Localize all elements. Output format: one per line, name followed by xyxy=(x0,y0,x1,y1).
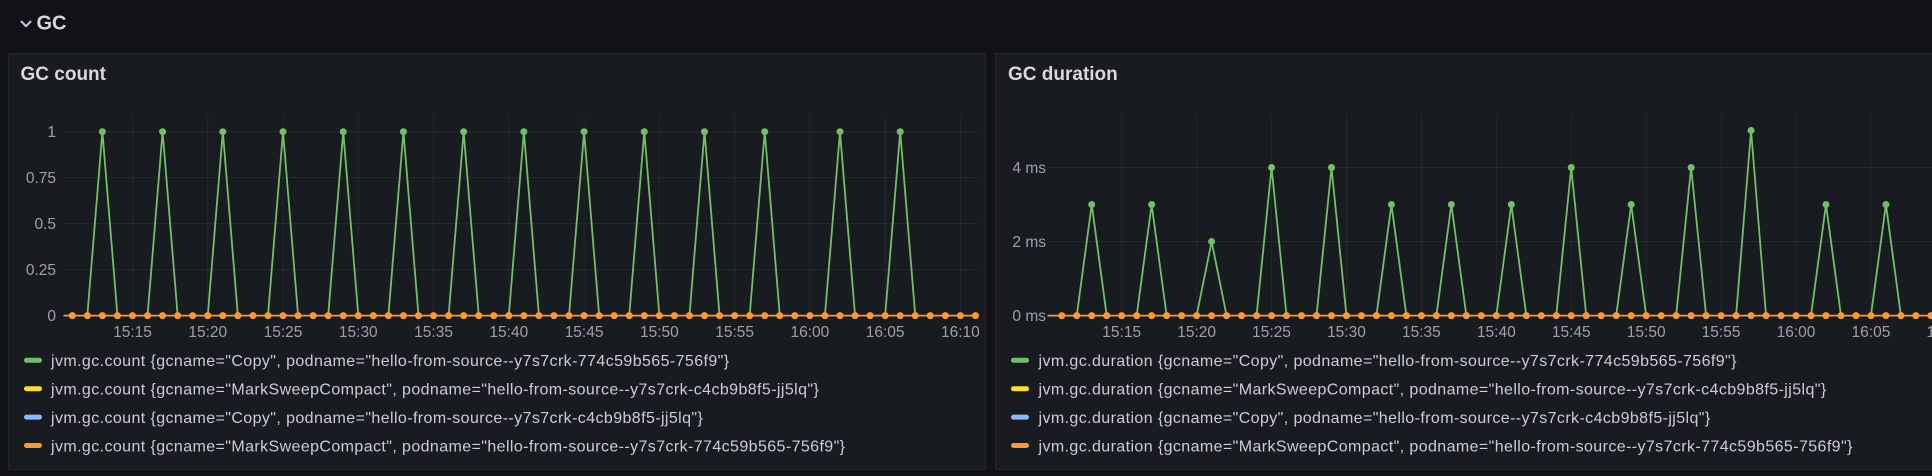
svg-text:16:05: 16:05 xyxy=(1852,324,1891,341)
svg-text:15:45: 15:45 xyxy=(565,324,604,341)
svg-text:jvm.gc.duration {gcname="Copy": jvm.gc.duration {gcname="Copy", podname=… xyxy=(1038,410,1711,427)
svg-text:16:10: 16:10 xyxy=(1926,324,1932,341)
svg-text:15:35: 15:35 xyxy=(414,324,453,341)
svg-text:16:10: 16:10 xyxy=(941,324,980,341)
svg-text:15:50: 15:50 xyxy=(1627,324,1666,341)
svg-text:jvm.gc.duration {gcname="Copy": jvm.gc.duration {gcname="Copy", podname=… xyxy=(1038,353,1738,370)
svg-text:15:20: 15:20 xyxy=(188,324,227,341)
svg-text:15:35: 15:35 xyxy=(1402,324,1441,341)
svg-text:15:20: 15:20 xyxy=(1177,324,1216,341)
svg-text:0.5: 0.5 xyxy=(34,216,56,233)
svg-text:0: 0 xyxy=(47,308,56,325)
svg-text:GC count: GC count xyxy=(21,64,107,85)
svg-text:15:25: 15:25 xyxy=(1252,324,1291,341)
svg-text:2 ms: 2 ms xyxy=(1012,234,1046,251)
svg-text:15:15: 15:15 xyxy=(113,324,152,341)
svg-text:jvm.gc.duration {gcname="MarkS: jvm.gc.duration {gcname="MarkSweepCompac… xyxy=(1038,438,1854,455)
svg-text:jvm.gc.duration {gcname="MarkS: jvm.gc.duration {gcname="MarkSweepCompac… xyxy=(1038,382,1827,399)
svg-text:GC duration: GC duration xyxy=(1008,64,1118,85)
svg-text:1: 1 xyxy=(47,124,56,141)
svg-text:15:30: 15:30 xyxy=(1327,324,1366,341)
svg-text:0.25: 0.25 xyxy=(26,262,56,279)
svg-text:15:45: 15:45 xyxy=(1552,324,1591,341)
svg-text:15:15: 15:15 xyxy=(1102,324,1141,341)
svg-text:4 ms: 4 ms xyxy=(1012,160,1046,177)
svg-text:15:50: 15:50 xyxy=(640,324,679,341)
svg-text:15:30: 15:30 xyxy=(339,324,378,341)
svg-text:15:55: 15:55 xyxy=(715,324,754,341)
svg-text:jvm.gc.count {gcname="Copy", p: jvm.gc.count {gcname="Copy", podname="he… xyxy=(50,410,704,427)
svg-text:16:00: 16:00 xyxy=(1777,324,1816,341)
svg-text:jvm.gc.count {gcname="MarkSwee: jvm.gc.count {gcname="MarkSweepCompact",… xyxy=(50,382,819,399)
svg-text:jvm.gc.count {gcname="MarkSwee: jvm.gc.count {gcname="MarkSweepCompact",… xyxy=(50,438,846,455)
svg-text:15:40: 15:40 xyxy=(1477,324,1516,341)
svg-text:15:55: 15:55 xyxy=(1702,324,1741,341)
svg-text:15:25: 15:25 xyxy=(264,324,303,341)
svg-text:jvm.gc.count {gcname="Copy", p: jvm.gc.count {gcname="Copy", podname="he… xyxy=(50,353,730,370)
svg-text:0 ms: 0 ms xyxy=(1012,308,1046,325)
svg-text:16:00: 16:00 xyxy=(790,324,829,341)
svg-text:GC: GC xyxy=(37,12,67,34)
svg-text:15:40: 15:40 xyxy=(489,324,528,341)
svg-text:16:05: 16:05 xyxy=(866,324,905,341)
svg-text:0.75: 0.75 xyxy=(26,170,56,187)
